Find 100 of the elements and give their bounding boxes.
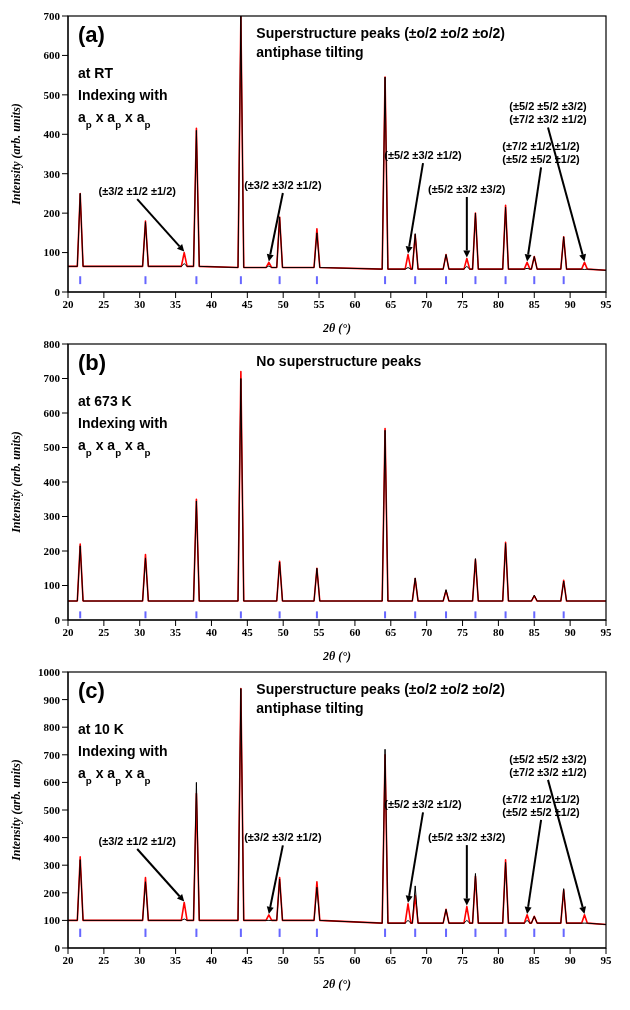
x-tick-label: 65 [385, 953, 397, 966]
x-tick-label: 55 [313, 625, 326, 638]
x-tick-label: 50 [277, 625, 290, 638]
annotation: antiphase tilting [256, 700, 364, 716]
x-tick-label: 20 [62, 953, 74, 966]
annotation: No superstructure peaks [256, 353, 422, 369]
annotation: (b) [78, 350, 107, 375]
x-tick-label: 60 [349, 625, 361, 638]
x-tick-label: 90 [564, 953, 577, 966]
x-tick-label: 60 [349, 953, 361, 966]
x-tick-label: 90 [564, 297, 577, 310]
x-tick-label: 70 [421, 297, 433, 310]
y-tick-label: 700 [43, 748, 61, 761]
y-tick-label: 200 [43, 207, 61, 220]
x-tick-label: 50 [277, 953, 290, 966]
x-tick-label: 75 [457, 297, 469, 310]
y-tick-label: 400 [43, 475, 61, 488]
x-tick-label: 40 [205, 625, 218, 638]
y-tick-label: 700 [43, 372, 61, 385]
x-tick-label: 45 [241, 953, 254, 966]
x-tick-label: 95 [600, 297, 612, 310]
y-tick-label: 0 [54, 285, 61, 298]
annotation: (±5/2 ±3/2 ±3/2) [428, 831, 506, 844]
x-tick-label: 20 [62, 625, 74, 638]
x-tick-label: 20 [62, 297, 74, 310]
annotation: Indexing with [78, 743, 168, 759]
x-tick-label: 25 [98, 953, 110, 966]
x-tick-label: 35 [170, 297, 182, 310]
annotation: a$_{p}$ x a$_{p}$ x a$_{p}$ [78, 437, 151, 458]
x-tick-label: 90 [564, 625, 577, 638]
y-tick-label: 300 [43, 510, 61, 523]
x-tick-label: 40 [205, 297, 218, 310]
x-tick-label: 65 [385, 625, 397, 638]
y-tick-label: 300 [43, 859, 61, 872]
x-tick-label: 75 [457, 625, 469, 638]
annotation: antiphase tilting [256, 44, 364, 60]
annotation: at 673 K [78, 393, 132, 409]
y-tick-label: 100 [43, 914, 61, 927]
y-tick-label: 600 [43, 776, 61, 789]
x-tick-label: 70 [421, 953, 433, 966]
y-tick-label: 1000 [38, 665, 61, 678]
y-tick-label: 700 [43, 9, 61, 22]
annotation: (a) [78, 22, 105, 47]
x-tick-label: 30 [134, 625, 146, 638]
annotation: (±5/2 ±5/2 ±3/2) (±7/2 ±3/2 ±1/2) [509, 100, 588, 126]
y-tick-label: 0 [54, 941, 61, 954]
x-tick-label: 30 [134, 297, 146, 310]
x-tick-label: 50 [277, 297, 290, 310]
x-tick-label: 35 [170, 625, 182, 638]
y-tick-label: 500 [43, 88, 61, 101]
y-tick-label: 900 [43, 693, 61, 706]
y-tick-label: 400 [43, 831, 61, 844]
x-tick-label: 80 [492, 297, 505, 310]
y-tick-label: 500 [43, 803, 61, 816]
annotation: (c) [78, 678, 105, 703]
x-tick-label: 60 [349, 297, 361, 310]
annotation: (±3/2 ±1/2 ±1/2) [98, 834, 177, 847]
x-tick-label: 55 [313, 953, 326, 966]
y-tick-label: 300 [43, 167, 61, 180]
x-tick-label: 80 [492, 625, 505, 638]
annotation: Indexing with [78, 87, 168, 103]
y-tick-label: 800 [43, 337, 61, 350]
x-tick-label: 25 [98, 625, 110, 638]
y-tick-label: 0 [54, 613, 61, 626]
y-tick-label: 100 [43, 579, 61, 592]
x-tick-label: 55 [313, 297, 326, 310]
y-tick-label: 100 [43, 246, 61, 259]
y-tick-label: 200 [43, 544, 61, 557]
y-tick-label: 600 [43, 49, 61, 62]
x-axis-title: 2θ (°) [321, 977, 352, 991]
y-axis-title: Intensity (arb. units) [9, 759, 24, 862]
x-tick-label: 85 [528, 625, 541, 638]
annotation: (±5/2 ±5/2 ±3/2) (±7/2 ±3/2 ±1/2) [509, 752, 588, 778]
annotation: (±3/2 ±3/2 ±1/2) [244, 831, 322, 844]
x-tick-label: 45 [241, 297, 254, 310]
x-tick-label: 95 [600, 625, 612, 638]
x-axis-title: 2θ (°) [321, 321, 352, 335]
y-tick-label: 200 [43, 886, 61, 899]
x-tick-label: 80 [492, 953, 505, 966]
x-tick-label: 85 [528, 953, 541, 966]
x-tick-label: 45 [241, 625, 254, 638]
annotation: Indexing with [78, 415, 168, 431]
x-tick-label: 25 [98, 297, 110, 310]
x-tick-label: 65 [385, 297, 397, 310]
annotation: (±5/2 ±3/2 ±3/2) [428, 182, 506, 195]
annotation: (±3/2 ±3/2 ±1/2) [244, 178, 322, 191]
x-tick-label: 30 [134, 953, 146, 966]
x-tick-label: 35 [170, 953, 182, 966]
x-tick-label: 40 [205, 953, 218, 966]
y-tick-label: 600 [43, 406, 61, 419]
y-tick-label: 500 [43, 441, 61, 454]
y-axis-title: Intensity (arb. units) [9, 103, 24, 206]
annotation: at RT [78, 65, 114, 81]
x-tick-label: 70 [421, 625, 433, 638]
annotation: at 10 K [78, 721, 124, 737]
x-tick-label: 85 [528, 297, 541, 310]
y-tick-label: 400 [43, 128, 61, 141]
y-axis-title: Intensity (arb. units) [9, 431, 24, 534]
annotation: a$_{p}$ x a$_{p}$ x a$_{p}$ [78, 765, 151, 786]
annotation: Superstructure peaks (±o/2 ±o/2 ±o/2) [256, 681, 505, 697]
